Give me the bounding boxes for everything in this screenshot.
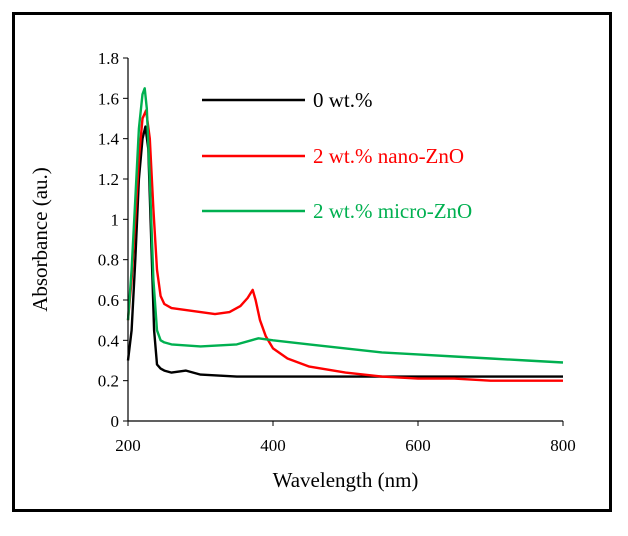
y-tick-label: 0.2 bbox=[98, 372, 119, 391]
y-tick-label: 0.6 bbox=[98, 291, 119, 310]
y-tick-label: 0.8 bbox=[98, 251, 119, 270]
legend: 0 wt.% 2 wt.% nano-ZnO 2 wt.% micro-ZnO bbox=[202, 88, 472, 223]
y-tick-label: 1.4 bbox=[98, 130, 120, 149]
chart-frame: 0 0.2 0.4 0.6 0.8 1 1.2 1.4 1.6 1.8 200 400 600 800 0… bbox=[12, 12, 612, 512]
absorbance-chart: 0 0.2 0.4 0.6 0.8 1 1.2 1.4 1.6 1.8 200 400 600 800 0… bbox=[28, 49, 576, 492]
series-line bbox=[126, 87, 564, 364]
x-axis-title: Wavelength (nm) bbox=[273, 468, 419, 492]
series-line bbox=[126, 125, 563, 378]
x-tick-label: 600 bbox=[405, 436, 431, 455]
x-tick-label: 200 bbox=[115, 436, 141, 455]
x-tick-label: 800 bbox=[550, 436, 576, 455]
y-tick-label: 1.8 bbox=[98, 49, 119, 68]
y-tick-label: 0 bbox=[111, 412, 120, 431]
x-tick-label: 400 bbox=[260, 436, 286, 455]
y-tick-label: 1.6 bbox=[98, 89, 119, 108]
y-tick-label: 1.2 bbox=[98, 170, 119, 189]
y-axis-title: Absorbance (au.) bbox=[28, 167, 52, 312]
legend-label: 2 wt.% nano-ZnO bbox=[313, 144, 464, 168]
y-tick-label: 1 bbox=[111, 210, 120, 229]
series-layer bbox=[126, 87, 564, 382]
legend-label: 0 wt.% bbox=[313, 88, 373, 112]
ticks-layer: 0 0.2 0.4 0.6 0.8 1 1.2 1.4 1.6 1.8 200 400 600 800 bbox=[98, 49, 576, 455]
legend-label: 2 wt.% micro-ZnO bbox=[313, 199, 472, 223]
y-tick-label: 0.4 bbox=[98, 331, 120, 350]
